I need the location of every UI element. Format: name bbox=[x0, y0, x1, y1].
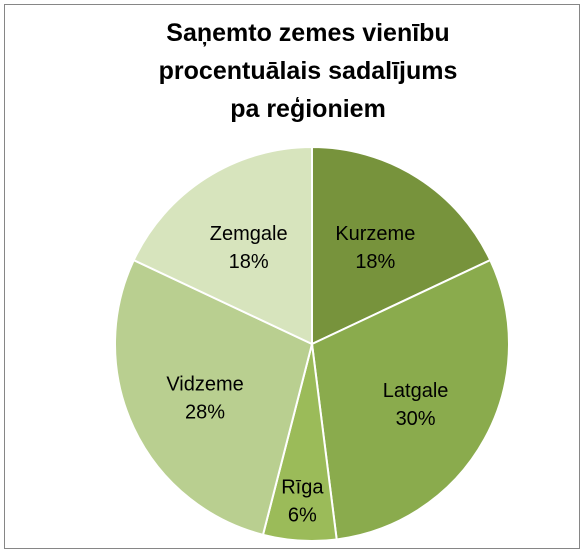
pie-slice bbox=[311, 145, 492, 346]
slice-label: Latgale bbox=[383, 380, 449, 402]
slice-label: Vidzeme bbox=[166, 373, 243, 395]
slice-label: Rīga bbox=[281, 476, 324, 498]
slice-value-label: 30% bbox=[396, 408, 436, 430]
pie-slice bbox=[114, 258, 314, 537]
slice-value-label: 18% bbox=[355, 251, 395, 273]
slice-label: Zemgale bbox=[210, 223, 288, 245]
pie-slice bbox=[310, 258, 510, 541]
slice-value-label: 28% bbox=[185, 401, 225, 423]
slice-value-label: 18% bbox=[229, 251, 269, 273]
slice-value-label: 6% bbox=[288, 504, 317, 526]
chart-title: Saņemto zemes vienību procentuālais sada… bbox=[158, 19, 458, 123]
slice-label: Kurzeme bbox=[335, 223, 415, 245]
chart-border bbox=[4, 4, 580, 549]
pie-slice bbox=[132, 145, 313, 346]
